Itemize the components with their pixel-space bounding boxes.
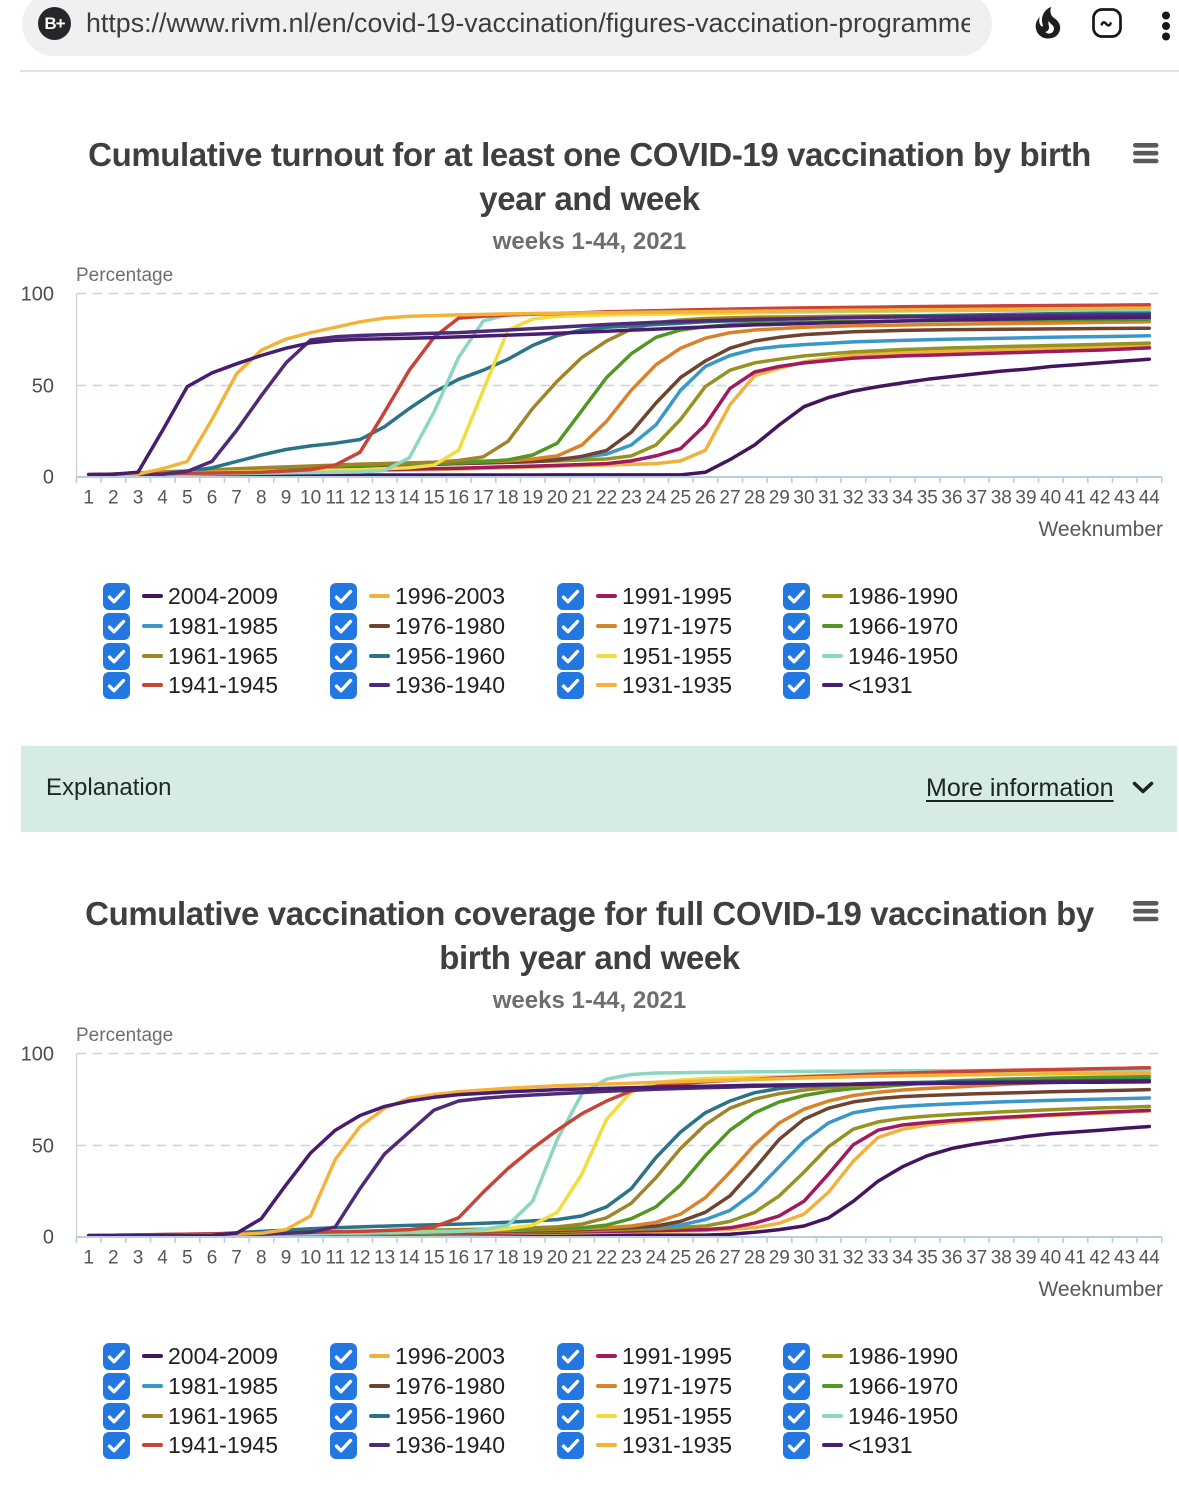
svg-text:9: 9: [281, 1248, 292, 1269]
svg-text:Percentage: Percentage: [76, 265, 173, 286]
svg-text:37: 37: [966, 488, 987, 509]
svg-text:42: 42: [1089, 1248, 1110, 1269]
svg-text:11: 11: [325, 1248, 345, 1269]
svg-text:1: 1: [83, 488, 94, 509]
svg-text:50: 50: [32, 376, 54, 398]
svg-text:34: 34: [892, 1248, 914, 1269]
svg-text:0: 0: [43, 467, 54, 489]
svg-text:100: 100: [21, 284, 54, 306]
svg-text:6: 6: [207, 1248, 218, 1269]
svg-text:42: 42: [1089, 488, 1110, 509]
svg-text:2: 2: [108, 1248, 119, 1269]
svg-text:26: 26: [695, 488, 716, 509]
svg-text:17: 17: [473, 488, 494, 509]
svg-text:19: 19: [522, 488, 543, 509]
svg-text:3: 3: [133, 1248, 144, 1269]
svg-text:31: 31: [818, 488, 839, 509]
svg-text:1: 1: [83, 1248, 94, 1269]
svg-text:22: 22: [596, 488, 617, 509]
svg-text:20: 20: [547, 1248, 568, 1269]
svg-text:19: 19: [522, 1248, 543, 1269]
svg-text:29: 29: [769, 488, 790, 509]
svg-text:38: 38: [991, 1248, 1012, 1269]
svg-text:44: 44: [1139, 1248, 1161, 1269]
svg-text:20: 20: [547, 488, 568, 509]
svg-text:7: 7: [231, 488, 242, 509]
svg-text:12: 12: [349, 488, 370, 509]
svg-text:5: 5: [182, 488, 193, 509]
svg-text:39: 39: [1015, 1248, 1036, 1269]
svg-text:Weeknumber: Weeknumber: [1038, 1278, 1163, 1301]
svg-text:5: 5: [182, 1248, 193, 1269]
svg-text:21: 21: [571, 488, 592, 509]
svg-text:Weeknumber: Weeknumber: [1038, 518, 1163, 541]
svg-text:4: 4: [157, 488, 168, 509]
svg-text:3: 3: [133, 488, 144, 509]
svg-text:40: 40: [1040, 488, 1061, 509]
svg-text:18: 18: [497, 1248, 518, 1269]
svg-text:44: 44: [1139, 488, 1161, 509]
svg-text:38: 38: [991, 488, 1012, 509]
svg-text:22: 22: [596, 1248, 617, 1269]
svg-text:32: 32: [843, 1248, 864, 1269]
svg-text:10: 10: [300, 488, 321, 509]
svg-text:27: 27: [719, 488, 740, 509]
svg-text:39: 39: [1015, 488, 1036, 509]
svg-text:37: 37: [966, 1248, 987, 1269]
svg-text:2: 2: [108, 488, 119, 509]
svg-text:15: 15: [423, 488, 444, 509]
svg-text:43: 43: [1114, 488, 1135, 509]
svg-text:36: 36: [941, 488, 962, 509]
svg-text:100: 100: [21, 1044, 54, 1066]
svg-text:35: 35: [917, 488, 938, 509]
svg-text:14: 14: [399, 488, 421, 509]
svg-text:12: 12: [349, 1248, 370, 1269]
svg-text:30: 30: [793, 488, 814, 509]
svg-text:16: 16: [448, 488, 469, 509]
svg-text:4: 4: [157, 1248, 168, 1269]
svg-text:25: 25: [670, 1248, 691, 1269]
svg-text:30: 30: [793, 1248, 814, 1269]
svg-text:8: 8: [256, 1248, 267, 1269]
svg-text:24: 24: [645, 1248, 667, 1269]
svg-text:11: 11: [325, 488, 345, 509]
svg-text:29: 29: [769, 1248, 790, 1269]
svg-text:16: 16: [448, 1248, 469, 1269]
svg-text:26: 26: [695, 1248, 716, 1269]
svg-text:6: 6: [207, 488, 218, 509]
svg-text:23: 23: [621, 488, 642, 509]
svg-text:28: 28: [744, 1248, 765, 1269]
svg-text:31: 31: [818, 1248, 839, 1269]
svg-text:9: 9: [281, 488, 292, 509]
svg-text:40: 40: [1040, 1248, 1061, 1269]
svg-text:41: 41: [1065, 1248, 1086, 1269]
svg-text:18: 18: [497, 488, 518, 509]
svg-text:15: 15: [423, 1248, 444, 1269]
svg-text:36: 36: [941, 1248, 962, 1269]
svg-text:28: 28: [744, 488, 765, 509]
svg-text:33: 33: [867, 488, 888, 509]
svg-text:13: 13: [374, 1248, 395, 1269]
svg-text:17: 17: [473, 1248, 494, 1269]
svg-text:50: 50: [32, 1136, 54, 1158]
svg-text:14: 14: [399, 1248, 421, 1269]
svg-text:0: 0: [43, 1227, 54, 1249]
svg-text:33: 33: [867, 1248, 888, 1269]
svg-text:21: 21: [571, 1248, 592, 1269]
svg-text:41: 41: [1065, 488, 1086, 509]
svg-text:25: 25: [670, 488, 691, 509]
svg-text:35: 35: [917, 1248, 938, 1269]
svg-text:10: 10: [300, 1248, 321, 1269]
svg-text:32: 32: [843, 488, 864, 509]
svg-text:24: 24: [645, 488, 667, 509]
svg-text:34: 34: [892, 488, 914, 509]
svg-text:8: 8: [256, 488, 267, 509]
svg-text:7: 7: [231, 1248, 242, 1269]
svg-text:13: 13: [374, 488, 395, 509]
svg-text:23: 23: [621, 1248, 642, 1269]
svg-text:Percentage: Percentage: [76, 1025, 173, 1046]
svg-text:27: 27: [719, 1248, 740, 1269]
svg-text:43: 43: [1114, 1248, 1135, 1269]
